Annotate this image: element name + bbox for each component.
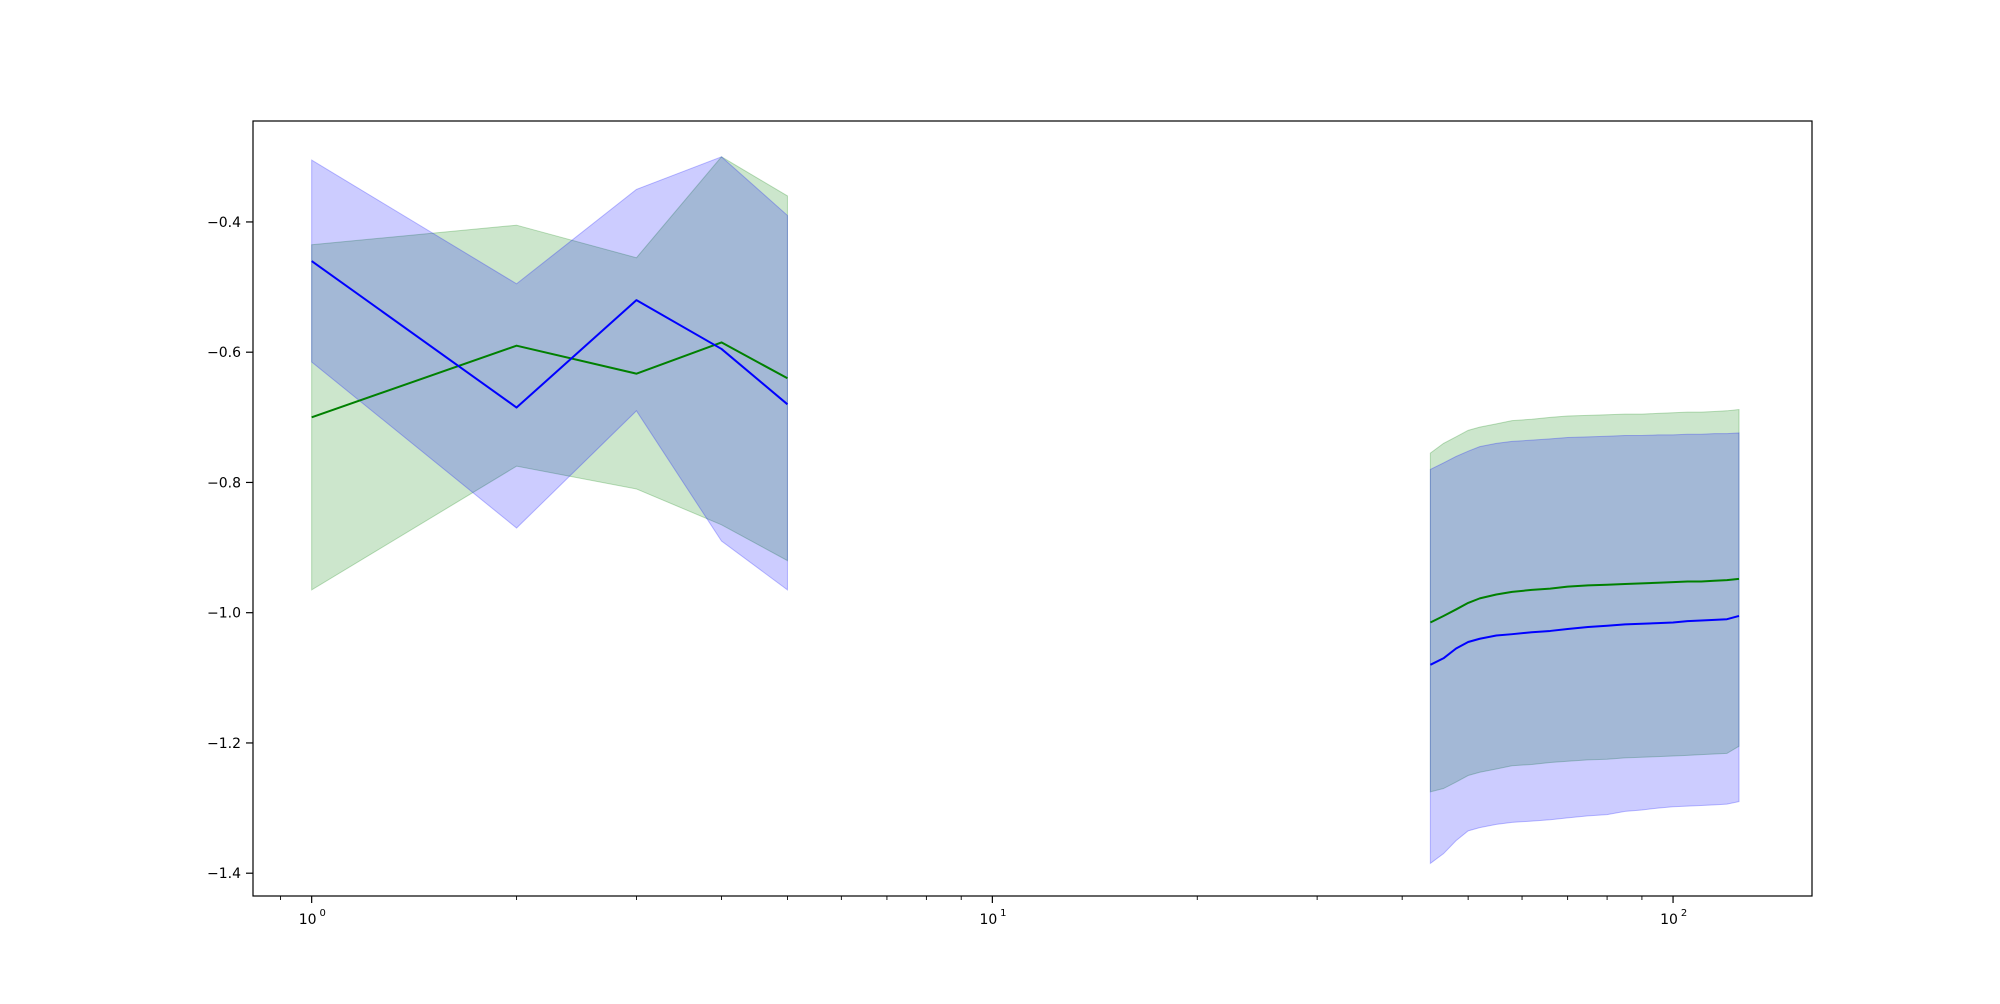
x-tick-label-exp-2: 2 [1681,908,1687,919]
x-tick-label-exp-0: 0 [319,908,325,919]
band-series-0-segment-0 [311,156,788,591]
band-series-0-segment-1 [1429,408,1740,793]
x-tick-label-1: 10 [979,912,997,928]
y-tick-label-0: −0.4 [207,215,241,231]
band-series-1-segment-0 [311,156,788,591]
y-tick-label-5: −1.4 [207,866,241,882]
x-tick-label-exp-1: 1 [1000,908,1006,919]
y-tick-label-3: −1.0 [207,606,241,622]
y-tick-label-2: −0.8 [207,475,241,491]
axes-frame [252,120,1813,897]
line-series-1-segment-0 [311,260,789,409]
series-lines [311,260,1740,666]
y-axis-ticks: −0.4 −0.6 −0.8 −1.0 −1.2 −1.4 [207,215,253,882]
confidence-bands [311,156,1740,865]
y-tick-label-4: −1.2 [207,736,241,752]
line-series-1-segment-1 [1429,614,1740,666]
line-series-0-segment-1 [1429,577,1740,624]
x-axis-ticks: 10 0 10 1 10 2 [280,896,1687,928]
band-series-1-segment-1 [1429,432,1740,865]
y-tick-label-1: −0.6 [207,345,241,361]
x-tick-label-2: 10 [1660,912,1678,928]
line-series-0-segment-0 [311,341,788,419]
x-tick-label-0: 10 [299,912,317,928]
